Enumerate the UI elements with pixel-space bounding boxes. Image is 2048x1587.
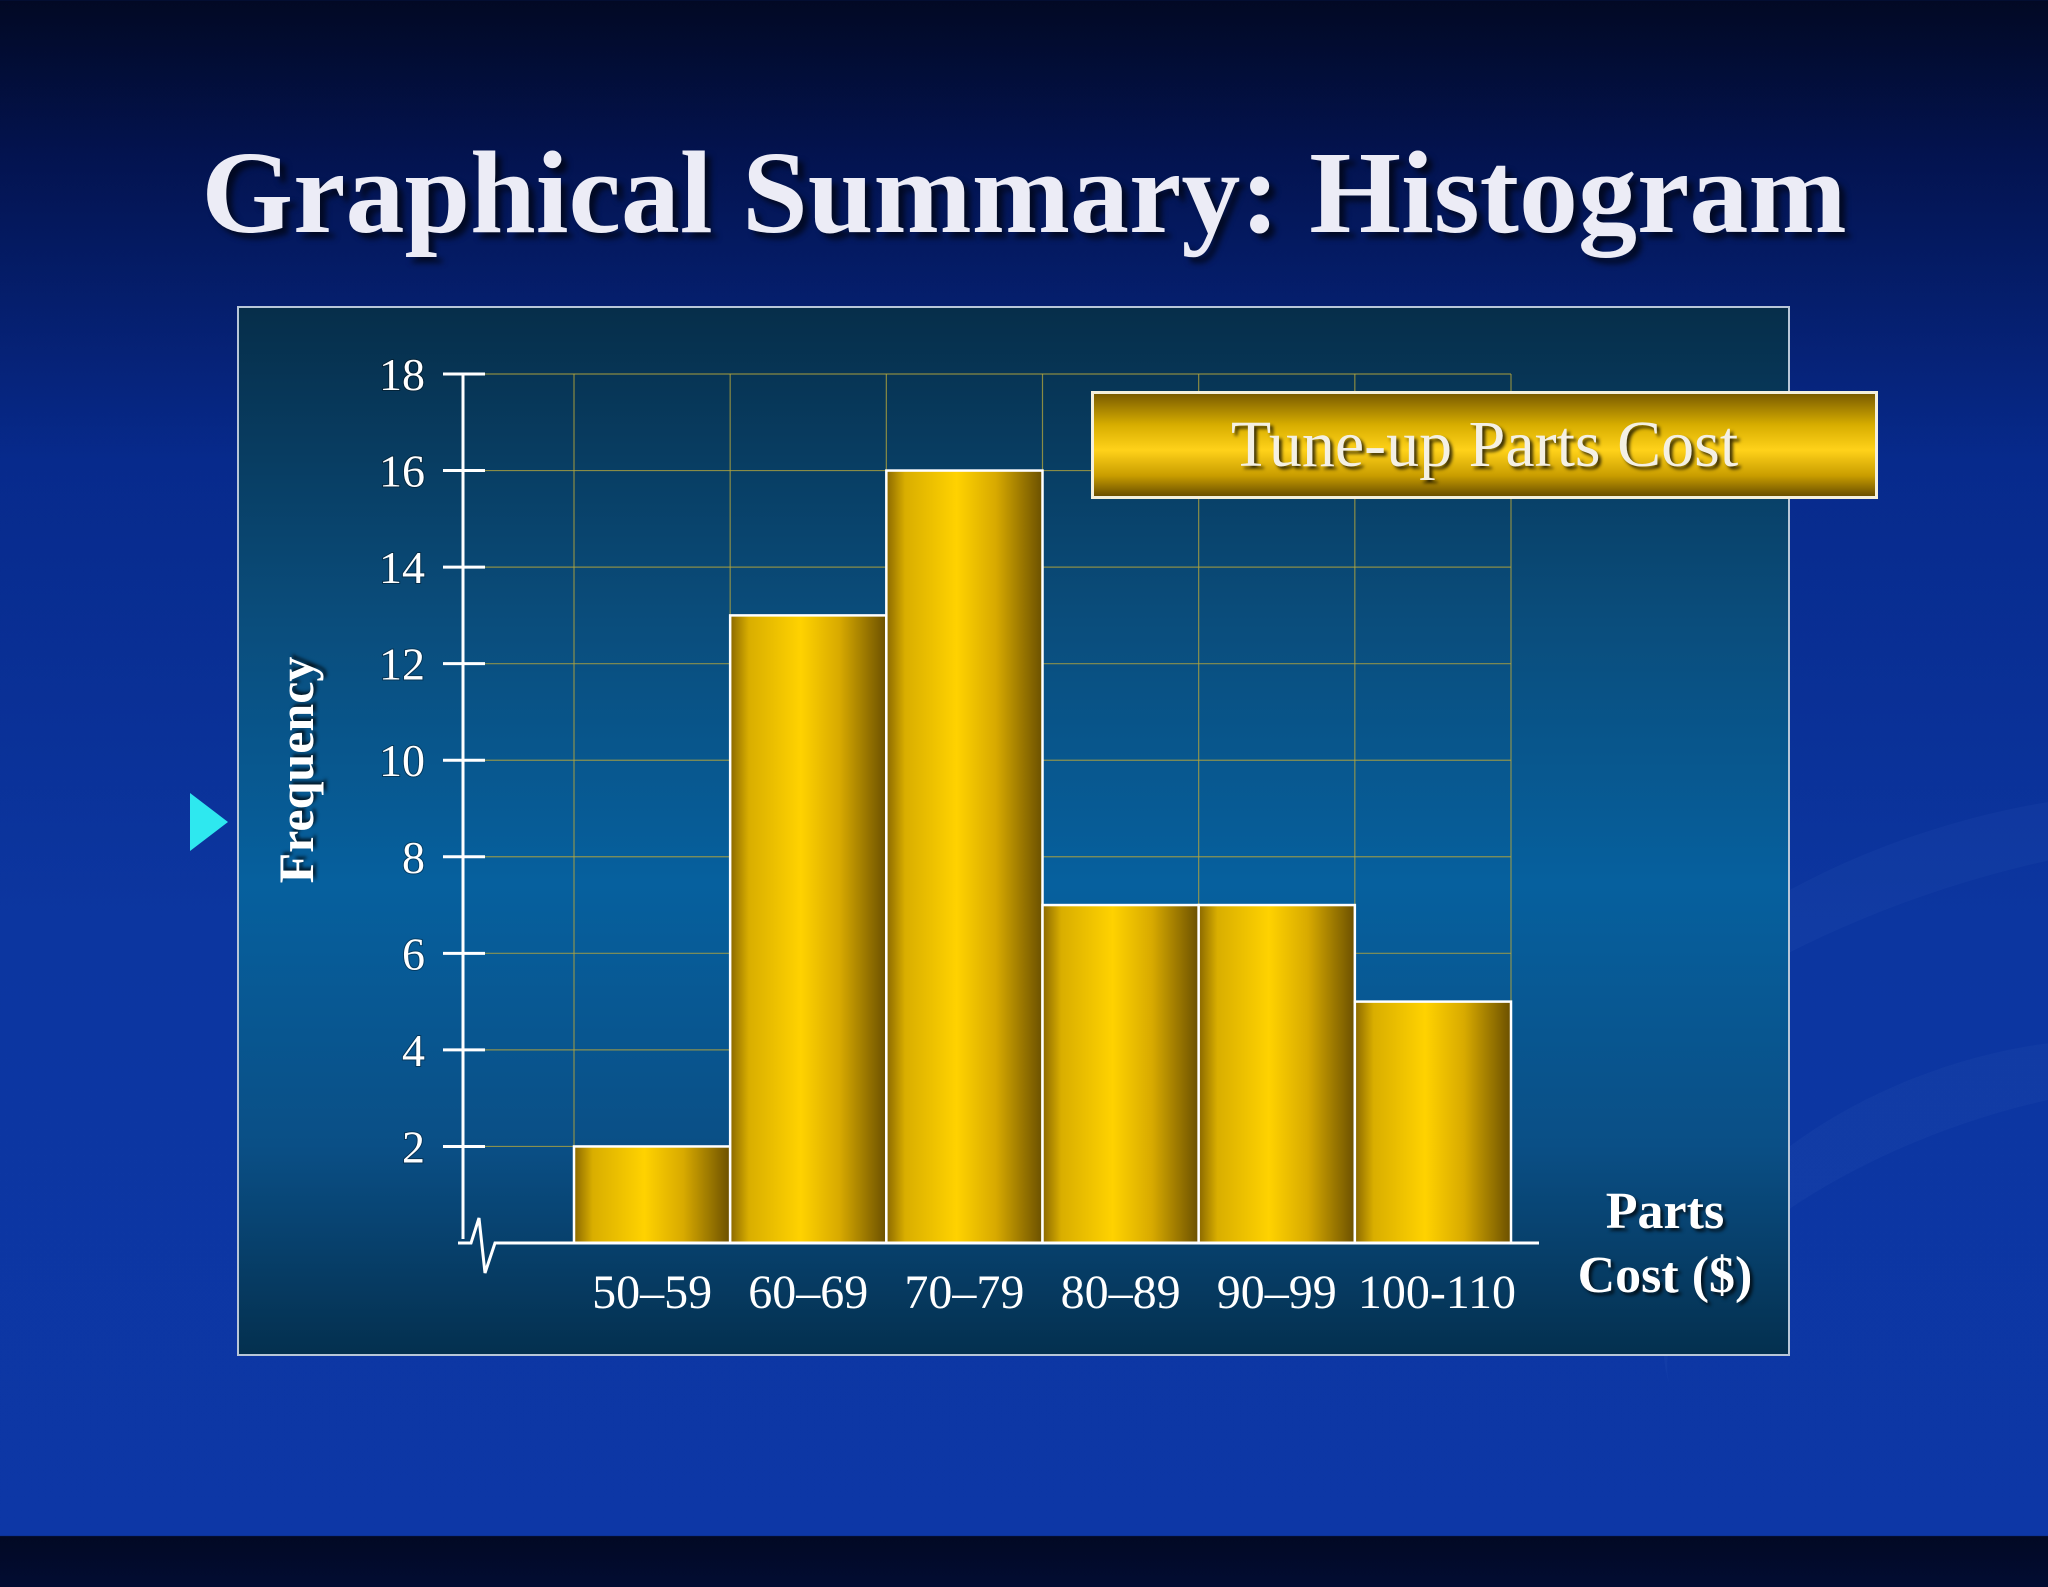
y-tick-label: 8 [402,832,425,883]
histogram-bar [572,1145,732,1245]
x-tick-label: 50–59 [592,1266,712,1319]
y-tick-label: 10 [379,735,425,786]
histogram-bar [728,614,888,1245]
y-tick-label: 16 [379,446,425,497]
histogram-bar [1041,903,1200,1245]
y-tick-label: 18 [379,349,425,400]
histogram-bar [885,469,1044,1245]
x-axis-title: Parts Cost ($) [1555,1180,1775,1308]
x-tick-label: 60–69 [748,1266,868,1319]
x-tick-label: 100-110 [1358,1266,1516,1319]
y-tick-label: 4 [402,1025,425,1076]
y-tick-label: 6 [402,928,425,979]
y-tick-label: 12 [379,639,425,690]
histogram-bar [1353,1000,1513,1245]
triangle-bullet-icon [190,793,228,851]
slide-title: Graphical Summary: Histogram [201,127,1847,258]
x-tick-label: 70–79 [904,1266,1024,1319]
y-tick-label: 2 [402,1121,425,1172]
chart-title-box: Tune-up Parts Cost [1091,391,1878,499]
x-axis-title-line: Cost ($) [1577,1247,1753,1304]
x-tick-label: 90–99 [1217,1266,1337,1319]
x-axis-break-line [458,1217,1539,1274]
histogram-chart: 2 4 6 8 10 12 14 16 18 50–59 60–69 70–79 80–89 90–99… [378,348,1539,1319]
y-axis-title: Frequency [268,656,324,884]
chart-title: Tune-up Parts Cost [1230,408,1739,481]
y-tick-label: 14 [379,542,425,593]
x-tick-label: 80–89 [1061,1266,1181,1319]
x-axis-title-line: Parts [1605,1183,1725,1240]
histogram-bar [1197,903,1357,1245]
